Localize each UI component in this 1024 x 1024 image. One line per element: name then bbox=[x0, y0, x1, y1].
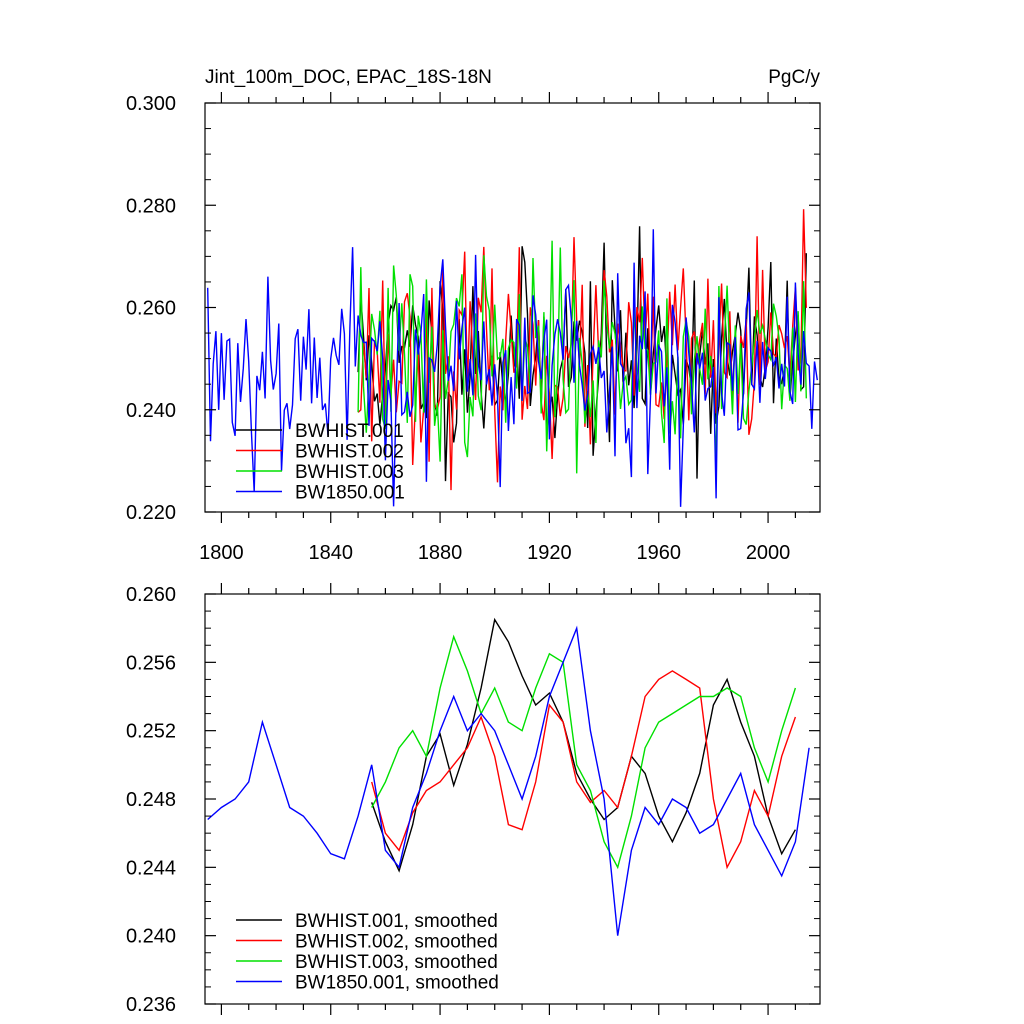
chart-top-title: Jint_100m_DOC, EPAC_18S-18N bbox=[205, 67, 492, 88]
chart-top-ytick-label: 0.240 bbox=[126, 400, 176, 422]
chart-top-xtick-label: 1880 bbox=[418, 542, 463, 564]
chart-top-xtick-label: 1960 bbox=[636, 542, 681, 564]
chart-bottom-series-line-4 bbox=[207, 625, 810, 936]
chart-top-series-group bbox=[207, 209, 818, 507]
chart-top-ytick-label: 0.220 bbox=[126, 502, 176, 524]
chart-top-axes: 0.220 0.240 0.260 0.280 0.300 1800 1840 1880 192… bbox=[126, 92, 821, 564]
chart-bottom-legend-label-1: BWHIST.001, smoothed bbox=[295, 911, 498, 932]
chart-bottom-ytick-label: 0.256 bbox=[126, 652, 176, 674]
chart-top-series-line-4 bbox=[207, 229, 818, 507]
chart-top-legend-label-4: BW1850.001 bbox=[295, 483, 405, 504]
chart-top-legend-label-2: BWHIST.002 bbox=[295, 442, 404, 463]
chart-bottom-ytick-label: 0.260 bbox=[126, 584, 176, 606]
chart-top-ytick-label: 0.260 bbox=[126, 298, 176, 320]
chart-bottom: 0.236 0.240 0.244 0.248 0.252 0.256 0.260 BWHI… bbox=[126, 583, 821, 1016]
chart-bottom-series-line-1 bbox=[371, 617, 797, 873]
chart-bottom-ytick-label: 0.244 bbox=[126, 857, 176, 879]
chart-bottom-ytick-label: 0.252 bbox=[126, 721, 176, 743]
chart-top-xtick-label: 1920 bbox=[527, 542, 572, 564]
chart-bottom-axes: 0.236 0.240 0.244 0.248 0.252 0.256 0.260 bbox=[126, 583, 821, 1016]
chart-top-ytick-label: 0.280 bbox=[126, 195, 176, 217]
chart-bottom-series-line-2 bbox=[371, 670, 797, 870]
chart-top-xtick-label: 2000 bbox=[746, 542, 791, 564]
chart-top-legend-label-3: BWHIST.003 bbox=[295, 462, 404, 483]
chart-bottom-legend-label-3: BWHIST.003, smoothed bbox=[295, 952, 498, 973]
chart-bottom-ytick-label: 0.248 bbox=[126, 789, 176, 811]
chart-bottom-legend-label-4: BW1850.001, smoothed bbox=[295, 973, 499, 994]
chart-top: Jint_100m_DOC, EPAC_18S-18N PgC/y 0.2200… bbox=[126, 67, 821, 564]
chart-top-legend-label-1: BWHIST.001 bbox=[295, 421, 404, 442]
chart-top-ytick-label: 0.300 bbox=[126, 93, 176, 115]
chart-top-xtick-label: 1800 bbox=[199, 542, 244, 564]
chart-top-units: PgC/y bbox=[768, 67, 820, 88]
chart-bottom-series-group bbox=[207, 617, 810, 936]
chart-bottom-legend-label-2: BWHIST.002, smoothed bbox=[295, 932, 498, 953]
chart-bottom-ytick-label: 0.236 bbox=[126, 994, 176, 1016]
chart-bottom-series-line-3 bbox=[371, 634, 797, 870]
chart-top-xtick-label: 1840 bbox=[308, 542, 353, 564]
chart-bottom-ytick-label: 0.240 bbox=[126, 926, 176, 948]
chart-top-series-line-3 bbox=[357, 240, 807, 474]
